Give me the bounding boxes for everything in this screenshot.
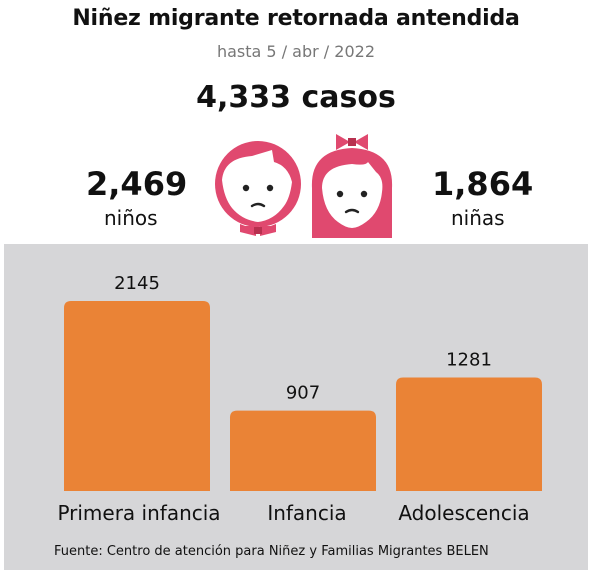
- value-label: 2145: [114, 273, 160, 294]
- boy-face-icon: [215, 141, 301, 236]
- chart-panel: 2145 Primera infancia 907 Infancia 1281 Adole…: [4, 244, 588, 570]
- source-note: Fuente: Centro de atención para Niñez y …: [54, 544, 489, 559]
- boys-label: niños: [104, 206, 158, 230]
- category-label: Primera infancia: [57, 501, 220, 525]
- value-label: 1281: [446, 350, 492, 371]
- bar-chart: 2145 Primera infancia 907 Infancia 1281 Adole…: [57, 273, 542, 525]
- bar-adolescencia: [396, 377, 542, 491]
- total-cases: 4,333 casos: [196, 80, 396, 115]
- girl-face-icon: [311, 134, 393, 238]
- category-label: Adolescencia: [398, 501, 529, 525]
- category-label: Infancia: [267, 501, 346, 525]
- bar-primera-infancia: [64, 301, 210, 491]
- value-label: 907: [286, 383, 320, 404]
- chart-subtitle: hasta 5 / abr / 2022: [216, 42, 375, 61]
- chart-title: Niñez migrante retornada antendida: [72, 6, 520, 31]
- boys-count: 2,469: [86, 165, 188, 203]
- girls-label: niñas: [451, 206, 505, 230]
- girls-count: 1,864: [432, 165, 534, 203]
- bar-infancia: [230, 410, 376, 491]
